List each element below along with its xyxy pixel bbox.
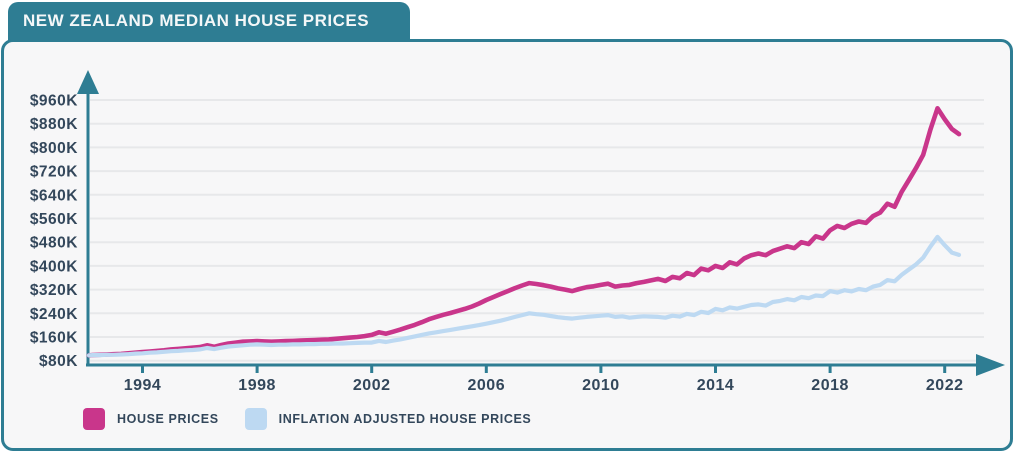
y-axis-label: $160K <box>30 330 78 347</box>
house-prices-line <box>86 106 962 358</box>
legend-label: INFLATION ADJUSTED HOUSE PRICES <box>278 412 532 426</box>
y-axis-label: $400K <box>30 258 78 275</box>
chart-card <box>1 39 1013 451</box>
x-axis-label: 2002 <box>353 377 391 394</box>
x-axis-label: 2014 <box>697 377 735 394</box>
y-axis-arrow-icon <box>77 70 99 94</box>
y-axis-label: $320K <box>30 282 78 299</box>
x-axis-label: 2022 <box>926 377 964 394</box>
house-prices-swatch-icon <box>83 408 105 430</box>
x-axis-label: 1994 <box>124 377 162 394</box>
y-axis-label: $640K <box>30 187 78 204</box>
y-axis-label: $800K <box>30 140 78 157</box>
legend-label: HOUSE PRICES <box>117 412 219 426</box>
x-axis-label: 2006 <box>468 377 506 394</box>
page-title: NEW ZEALAND MEDIAN HOUSE PRICES <box>23 11 370 30</box>
y-axis-label: $960K <box>30 93 78 110</box>
inflation-adjusted-line <box>86 234 962 358</box>
x-axis-arrow-icon <box>976 354 1005 376</box>
x-axis-label: 2018 <box>811 377 849 394</box>
y-axis-label: $720K <box>30 164 78 181</box>
y-axis-label: $240K <box>30 306 78 323</box>
y-axis-label: $560K <box>30 211 78 228</box>
legend-item-house-prices: HOUSE PRICES <box>83 408 219 430</box>
chart-legend: HOUSE PRICES INFLATION ADJUSTED HOUSE PR… <box>83 408 557 430</box>
inflation-adjusted-swatch-icon <box>244 408 267 430</box>
x-axis-label: 2010 <box>582 377 620 394</box>
y-axis-label: $480K <box>30 235 78 252</box>
y-axis-label: $80K <box>39 353 78 370</box>
y-axis-label: $880K <box>30 116 78 133</box>
title-tab: NEW ZEALAND MEDIAN HOUSE PRICES <box>8 2 410 46</box>
x-axis-label: 1998 <box>238 377 276 394</box>
legend-item-inflation-adjusted: INFLATION ADJUSTED HOUSE PRICES <box>244 408 532 430</box>
